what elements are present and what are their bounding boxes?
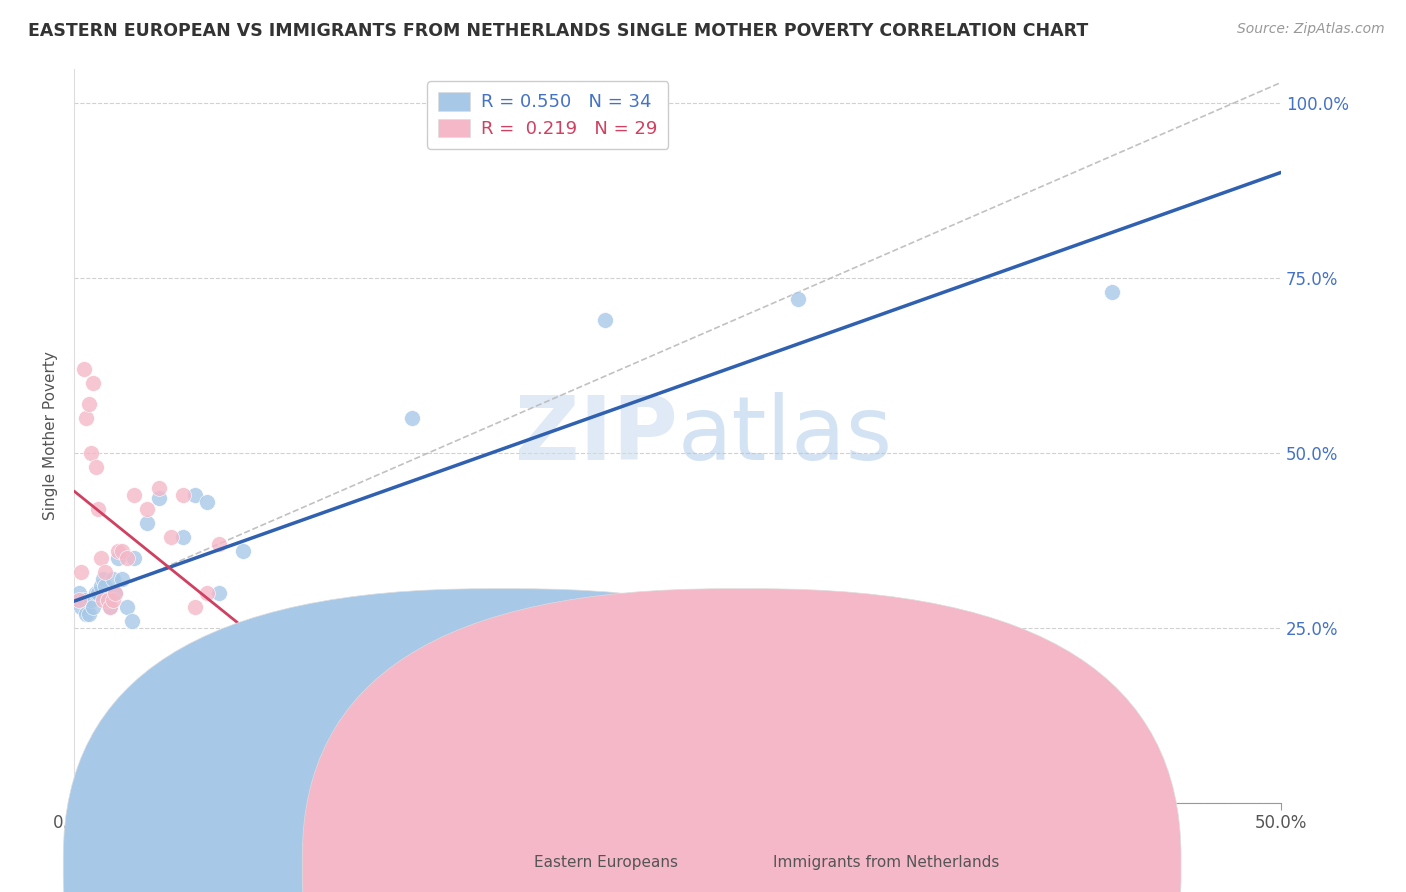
Text: Source: ZipAtlas.com: Source: ZipAtlas.com <box>1237 22 1385 37</box>
Point <box>91 592 114 607</box>
Point <box>87 502 110 516</box>
Point <box>124 488 146 502</box>
Point <box>70 599 93 614</box>
Point <box>75 411 97 425</box>
Point <box>135 516 157 530</box>
Point <box>67 592 90 607</box>
Point <box>208 537 231 551</box>
Point <box>593 313 616 327</box>
Text: Eastern Europeans: Eastern Europeans <box>534 855 678 870</box>
Point <box>82 376 104 391</box>
Text: atlas: atlas <box>678 392 893 479</box>
Point <box>67 586 90 600</box>
Point <box>104 586 127 600</box>
Point <box>77 607 100 621</box>
Point <box>787 292 810 306</box>
Text: EASTERN EUROPEAN VS IMMIGRANTS FROM NETHERLANDS SINGLE MOTHER POVERTY CORRELATIO: EASTERN EUROPEAN VS IMMIGRANTS FROM NETH… <box>28 22 1088 40</box>
Point <box>148 481 170 495</box>
Text: Immigrants from Netherlands: Immigrants from Netherlands <box>773 855 1000 870</box>
Point <box>195 586 218 600</box>
Point <box>80 592 103 607</box>
Point <box>184 599 207 614</box>
Text: ZIP: ZIP <box>515 392 678 479</box>
Point <box>232 690 254 705</box>
Point <box>82 599 104 614</box>
Point <box>97 592 120 607</box>
Point <box>107 550 129 565</box>
Point <box>172 488 194 502</box>
Point <box>90 579 112 593</box>
Point <box>172 530 194 544</box>
Point <box>94 579 117 593</box>
Point <box>121 614 143 628</box>
Point <box>91 572 114 586</box>
Point <box>159 530 181 544</box>
Point <box>115 599 138 614</box>
Point <box>101 592 124 607</box>
Point <box>124 550 146 565</box>
Point <box>148 491 170 506</box>
Point <box>87 586 110 600</box>
Point <box>107 544 129 558</box>
Point <box>104 586 127 600</box>
Point <box>256 670 278 684</box>
Point <box>111 572 134 586</box>
Point <box>77 397 100 411</box>
Point <box>94 565 117 579</box>
Point <box>80 446 103 460</box>
Point <box>84 586 107 600</box>
Point <box>1101 285 1123 300</box>
Point <box>101 572 124 586</box>
Point <box>97 592 120 607</box>
Point <box>208 586 231 600</box>
Point <box>115 550 138 565</box>
Point <box>111 544 134 558</box>
Point <box>70 565 93 579</box>
Point <box>401 411 423 425</box>
Point <box>280 656 302 670</box>
Point <box>98 599 121 614</box>
Point <box>84 460 107 475</box>
Point <box>73 362 96 376</box>
Legend: R = 0.550   N = 34, R =  0.219   N = 29: R = 0.550 N = 34, R = 0.219 N = 29 <box>427 81 668 149</box>
Point <box>195 495 218 509</box>
Y-axis label: Single Mother Poverty: Single Mother Poverty <box>44 351 58 520</box>
Point <box>256 670 278 684</box>
Point <box>75 607 97 621</box>
Point <box>232 544 254 558</box>
Point <box>184 488 207 502</box>
Point <box>98 599 121 614</box>
Point <box>90 550 112 565</box>
Point <box>135 502 157 516</box>
Point <box>73 592 96 607</box>
